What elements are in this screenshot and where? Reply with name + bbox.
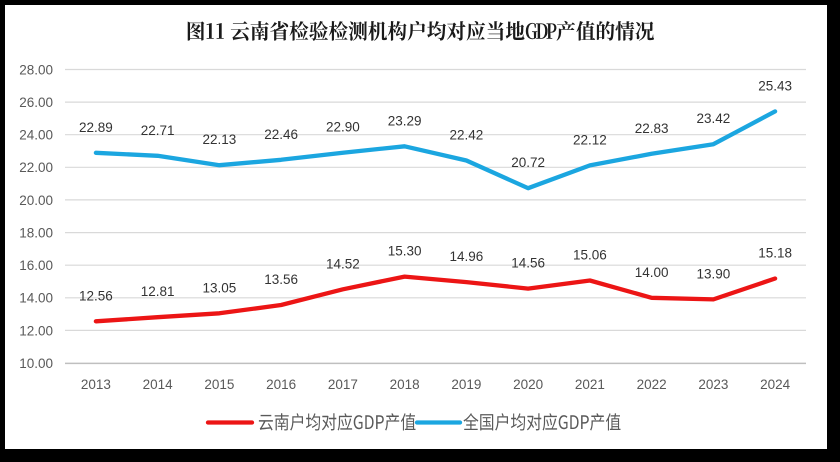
svg-text:23.42: 23.42 — [697, 111, 731, 126]
svg-text:2020: 2020 — [513, 377, 543, 392]
svg-text:26.00: 26.00 — [19, 95, 53, 110]
svg-text:22.83: 22.83 — [635, 121, 669, 136]
svg-text:15.30: 15.30 — [388, 244, 422, 259]
svg-text:22.13: 22.13 — [203, 132, 237, 147]
svg-text:23.29: 23.29 — [388, 113, 422, 128]
svg-text:22.46: 22.46 — [264, 127, 298, 142]
svg-text:10.00: 10.00 — [19, 356, 53, 371]
svg-text:2019: 2019 — [451, 377, 481, 392]
svg-text:2017: 2017 — [328, 377, 358, 392]
svg-text:2024: 2024 — [760, 377, 791, 392]
svg-text:14.56: 14.56 — [511, 256, 545, 271]
svg-text:15.18: 15.18 — [758, 246, 792, 261]
svg-text:22.42: 22.42 — [450, 128, 484, 143]
svg-text:20.00: 20.00 — [19, 193, 53, 208]
svg-text:24.00: 24.00 — [19, 128, 53, 143]
svg-text:14.00: 14.00 — [635, 265, 669, 280]
svg-text:22.12: 22.12 — [573, 132, 607, 147]
svg-text:14.52: 14.52 — [326, 256, 360, 271]
svg-text:12.81: 12.81 — [141, 284, 175, 299]
svg-text:2015: 2015 — [204, 377, 234, 392]
svg-text:18.00: 18.00 — [19, 226, 53, 241]
svg-text:28.00: 28.00 — [19, 62, 53, 77]
svg-text:14.96: 14.96 — [450, 249, 484, 264]
svg-text:13.90: 13.90 — [697, 266, 731, 281]
svg-text:14.00: 14.00 — [19, 291, 53, 306]
svg-text:2022: 2022 — [637, 377, 667, 392]
svg-text:16.00: 16.00 — [19, 258, 53, 273]
svg-text:2023: 2023 — [698, 377, 728, 392]
svg-text:12.56: 12.56 — [79, 288, 113, 303]
svg-text:22.90: 22.90 — [326, 120, 360, 135]
svg-text:2013: 2013 — [81, 377, 111, 392]
svg-text:13.56: 13.56 — [264, 272, 298, 287]
svg-text:13.05: 13.05 — [203, 280, 237, 295]
svg-text:12.00: 12.00 — [19, 323, 53, 338]
svg-text:20.72: 20.72 — [511, 155, 545, 170]
svg-text:2014: 2014 — [143, 377, 174, 392]
svg-text:2016: 2016 — [266, 377, 296, 392]
svg-text:22.71: 22.71 — [141, 123, 175, 138]
svg-text:25.43: 25.43 — [758, 78, 792, 93]
svg-text:22.89: 22.89 — [79, 120, 113, 135]
svg-text:2018: 2018 — [390, 377, 420, 392]
svg-text:22.00: 22.00 — [19, 160, 53, 175]
svg-text:2021: 2021 — [575, 377, 605, 392]
svg-text:15.06: 15.06 — [573, 248, 607, 263]
